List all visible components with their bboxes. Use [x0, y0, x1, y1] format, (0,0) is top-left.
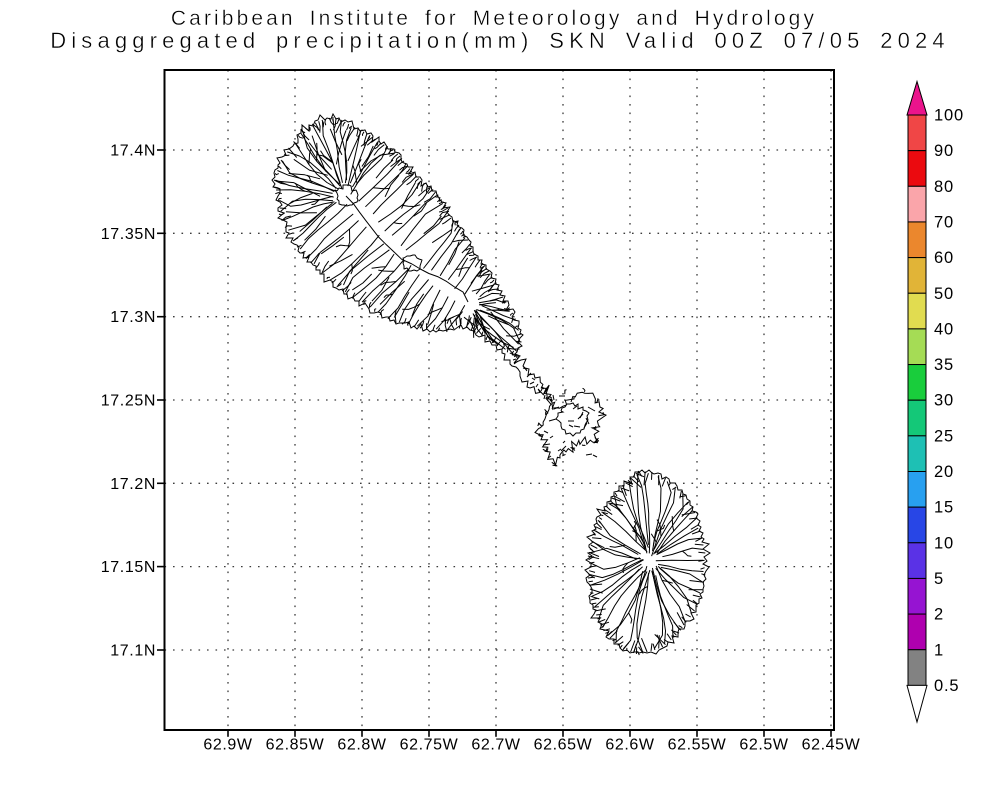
- svg-text:80: 80: [934, 178, 954, 196]
- svg-text:30: 30: [934, 392, 954, 410]
- svg-text:10: 10: [934, 534, 954, 552]
- svg-text:17.1N: 17.1N: [110, 643, 156, 660]
- svg-text:17.15N: 17.15N: [101, 559, 156, 576]
- svg-text:90: 90: [934, 142, 954, 160]
- svg-text:5: 5: [934, 570, 944, 588]
- svg-text:17.35N: 17.35N: [101, 226, 156, 243]
- svg-text:62.45W: 62.45W: [802, 737, 861, 754]
- svg-text:17.4N: 17.4N: [110, 143, 156, 160]
- svg-text:17.2N: 17.2N: [110, 476, 156, 493]
- svg-text:0.5: 0.5: [934, 677, 959, 695]
- svg-text:70: 70: [934, 213, 954, 231]
- svg-text:35: 35: [934, 356, 954, 374]
- svg-text:62.9W: 62.9W: [203, 737, 253, 754]
- svg-text:62.6W: 62.6W: [605, 737, 655, 754]
- svg-text:40: 40: [934, 320, 954, 338]
- svg-text:62.65W: 62.65W: [534, 737, 593, 754]
- svg-text:62.75W: 62.75W: [400, 737, 459, 754]
- svg-text:100: 100: [934, 107, 964, 125]
- svg-text:62.5W: 62.5W: [739, 737, 789, 754]
- svg-text:60: 60: [934, 249, 954, 267]
- svg-text:20: 20: [934, 463, 954, 481]
- svg-text:2: 2: [934, 606, 944, 624]
- svg-text:17.25N: 17.25N: [101, 393, 156, 410]
- svg-text:25: 25: [934, 427, 954, 445]
- svg-text:62.55W: 62.55W: [668, 737, 727, 754]
- svg-text:Caribbean Institute for Meteor: Caribbean Institute for Meteorology and …: [171, 7, 817, 30]
- svg-text:15: 15: [934, 499, 954, 517]
- svg-text:50: 50: [934, 285, 954, 303]
- svg-text:17.3N: 17.3N: [110, 309, 156, 326]
- svg-text:62.7W: 62.7W: [471, 737, 521, 754]
- svg-text:Disaggregated precipitation(mm: Disaggregated precipitation(mm) SKN Vali…: [50, 28, 950, 53]
- svg-text:62.85W: 62.85W: [266, 737, 325, 754]
- svg-text:62.8W: 62.8W: [337, 737, 387, 754]
- svg-text:1: 1: [934, 641, 944, 659]
